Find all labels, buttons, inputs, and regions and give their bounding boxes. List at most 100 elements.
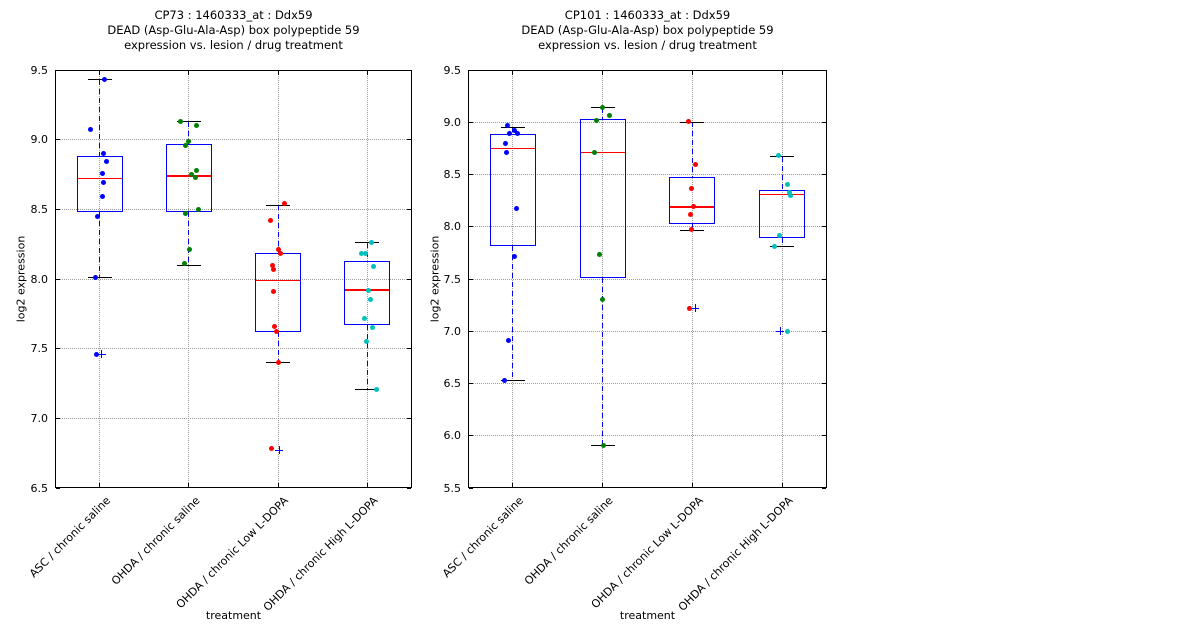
median-line [490, 147, 535, 150]
data-point [600, 105, 606, 111]
data-point [592, 150, 598, 156]
data-point [594, 117, 600, 123]
y-tick [469, 121, 473, 123]
y-tick-label: 8.0 [443, 220, 462, 234]
y-tick [822, 487, 826, 489]
data-point [503, 140, 509, 146]
data-point [370, 263, 376, 269]
box [579, 119, 626, 278]
data-point [182, 261, 188, 267]
chart-title-line: CP73 : 1460333_at : Ddx59 [154, 8, 313, 22]
whisker-upper [188, 121, 190, 144]
median-line [760, 193, 805, 196]
whisker-cap-upper [355, 242, 380, 244]
x-tick [781, 483, 783, 487]
y-tick-label: 9.5 [443, 63, 462, 77]
vertical-gridline [366, 71, 368, 487]
x-tick [277, 483, 279, 487]
y-tick [407, 487, 411, 489]
whisker-lower [277, 331, 279, 363]
x-axis-label: treatment [619, 609, 676, 622]
y-tick [822, 226, 826, 228]
plot-frame [55, 70, 412, 488]
data-point [515, 131, 521, 137]
y-tick [407, 69, 411, 71]
data-point [269, 262, 275, 268]
data-point [514, 206, 520, 212]
median-line [77, 177, 122, 180]
vertical-gridline [277, 71, 279, 487]
data-point [502, 377, 508, 383]
x-axis-label: treatment [205, 609, 262, 622]
data-point [362, 251, 368, 257]
whisker-upper [602, 107, 604, 120]
x-tick [512, 483, 514, 487]
x-tick [602, 483, 604, 487]
y-tick-label: 7.5 [443, 272, 462, 286]
whisker-cap-lower [176, 264, 201, 266]
horizontal-gridline [469, 330, 826, 332]
horizontal-gridline [56, 139, 411, 141]
vertical-gridline [691, 71, 693, 487]
x-tick [188, 483, 190, 487]
y-tick [469, 330, 473, 332]
horizontal-gridline [56, 278, 411, 280]
data-point [281, 201, 287, 207]
data-point [688, 185, 694, 191]
data-point [600, 297, 606, 303]
x-tick [691, 71, 693, 75]
data-point [196, 206, 202, 212]
x-tick [188, 71, 190, 75]
data-point [784, 328, 790, 334]
data-point [361, 315, 367, 321]
vertical-gridline [99, 71, 101, 487]
y-tick [407, 208, 411, 210]
median-line [166, 175, 211, 177]
data-point [507, 131, 513, 137]
data-point [688, 227, 694, 233]
horizontal-gridline [56, 417, 411, 419]
y-tick [822, 69, 826, 71]
vertical-gridline [781, 71, 783, 487]
box [489, 133, 536, 246]
y-tick [56, 139, 60, 141]
whisker-upper [691, 122, 693, 177]
whisker-lower [691, 223, 693, 231]
data-point [369, 325, 375, 331]
data-point [504, 150, 510, 156]
y-tick-label: 8.0 [30, 272, 49, 286]
whisker-cap-upper [680, 121, 705, 123]
whisker-cap-lower [500, 379, 525, 381]
y-tick [469, 69, 473, 71]
data-point [775, 153, 781, 159]
horizontal-gridline [469, 121, 826, 123]
median-line [256, 279, 301, 282]
y-tick [822, 330, 826, 332]
whisker-cap-lower [87, 277, 112, 279]
y-tick-label: 6.5 [443, 377, 462, 390]
data-point [368, 240, 374, 246]
data-point [277, 251, 283, 257]
x-category-label: ASC / chronic saline [439, 494, 527, 581]
data-point [100, 194, 106, 200]
flier-marker [779, 327, 781, 336]
whisker-lower [512, 245, 514, 381]
whisker-upper [781, 156, 783, 191]
data-point [88, 127, 94, 133]
data-point [685, 118, 691, 124]
x-category-label: OHDA / chronic saline [108, 494, 203, 588]
x-tick [691, 483, 693, 487]
whisker-lower [602, 277, 604, 446]
data-point [506, 338, 512, 344]
data-point [271, 323, 277, 329]
data-point [93, 275, 99, 281]
y-tick [56, 278, 60, 280]
median-line [580, 151, 625, 154]
box [165, 143, 212, 213]
data-point [100, 170, 106, 176]
data-point [512, 128, 518, 134]
y-tick-label: 8.5 [443, 168, 462, 181]
whisker-cap-upper [176, 121, 201, 123]
y-tick [56, 348, 60, 350]
y-tick [822, 174, 826, 175]
